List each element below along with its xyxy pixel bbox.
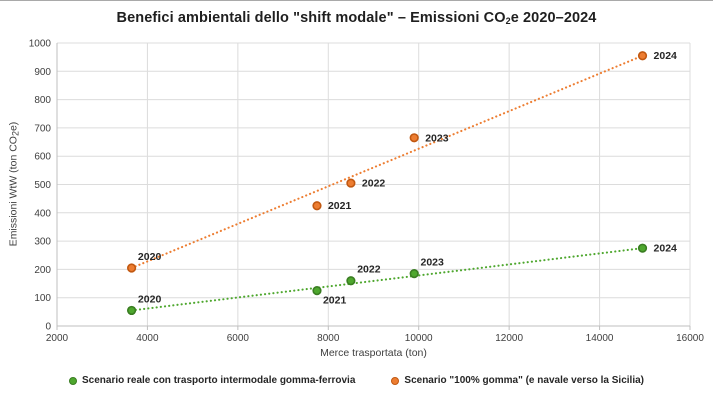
data-point-2024-series-1[interactable] (637, 51, 648, 61)
x-tick-label: 4000 (136, 333, 159, 344)
chart-title-suffix: e 2020–2024 (510, 10, 597, 26)
data-point-2023-series-0[interactable] (409, 269, 419, 279)
data-point-2022-series-1[interactable] (346, 178, 356, 188)
y-tick-label: 1000 (29, 39, 52, 50)
trendline (130, 247, 644, 312)
x-tick-label: 6000 (227, 333, 250, 344)
data-point-2020-series-1[interactable] (127, 263, 137, 273)
data-point-year-label: 2021 (328, 200, 352, 212)
legend-label: Scenario "100% gomma" (e navale verso la… (404, 375, 645, 386)
y-tick-label: 400 (34, 208, 51, 219)
x-tick-label: 14000 (586, 333, 614, 344)
data-point-year-label: 2022 (357, 264, 381, 276)
data-point-year-label: 2024 (654, 50, 678, 62)
y-tick-label: 200 (34, 265, 51, 276)
chart-title-subscript: 2 (505, 16, 511, 26)
data-point-2024-series-0[interactable] (637, 243, 648, 253)
orange-circle-marker-icon (391, 376, 400, 385)
y-tick-label: 900 (34, 67, 51, 78)
x-tick-label: 2000 (46, 333, 69, 344)
data-point-2021-series-1[interactable] (312, 201, 322, 211)
x-tick-label: 12000 (495, 333, 523, 344)
data-point-2022-series-0[interactable] (346, 276, 356, 286)
data-point-year-label: 2023 (425, 132, 449, 144)
data-point-year-label: 2020 (138, 251, 162, 263)
x-tick-label: 8000 (317, 333, 340, 344)
x-tick-label: 10000 (405, 333, 433, 344)
data-point-year-label: 2021 (323, 295, 347, 307)
y-tick-label: 600 (34, 152, 51, 163)
green-circle-marker-icon (68, 376, 77, 385)
data-point-year-label: 2024 (654, 243, 678, 255)
chart-legend: Scenario reale con trasporto intermodale… (0, 375, 713, 386)
x-axis-title: Merce trasportata (ton) (320, 347, 427, 359)
data-point-year-label: 2022 (362, 178, 386, 190)
data-point-2021-series-0[interactable] (312, 286, 322, 296)
data-point-year-label: 2023 (421, 257, 445, 269)
y-tick-label: 0 (45, 322, 51, 333)
y-tick-label: 500 (34, 180, 51, 191)
trendline (130, 54, 644, 270)
x-tick-label: 16000 (676, 333, 704, 344)
data-point-year-label: 2020 (138, 293, 162, 305)
legend-item-intermodale[interactable]: Scenario reale con trasporto intermodale… (68, 375, 356, 386)
data-point-2023-series-1[interactable] (409, 133, 419, 143)
legend-item-100-gomma[interactable]: Scenario "100% gomma" (e navale verso la… (391, 375, 644, 386)
y-tick-label: 700 (34, 123, 51, 134)
chart-title-text: Benefici ambientali dello "shift modale"… (116, 10, 506, 26)
y-tick-label: 100 (34, 293, 51, 304)
data-point-2020-series-0[interactable] (127, 305, 137, 316)
chart-title: Benefici ambientali dello "shift modale"… (0, 10, 713, 26)
y-tick-label: 800 (34, 95, 51, 106)
y-tick-label: 300 (34, 237, 51, 248)
legend-label: Scenario reale con trasporto intermodale… (81, 375, 356, 386)
